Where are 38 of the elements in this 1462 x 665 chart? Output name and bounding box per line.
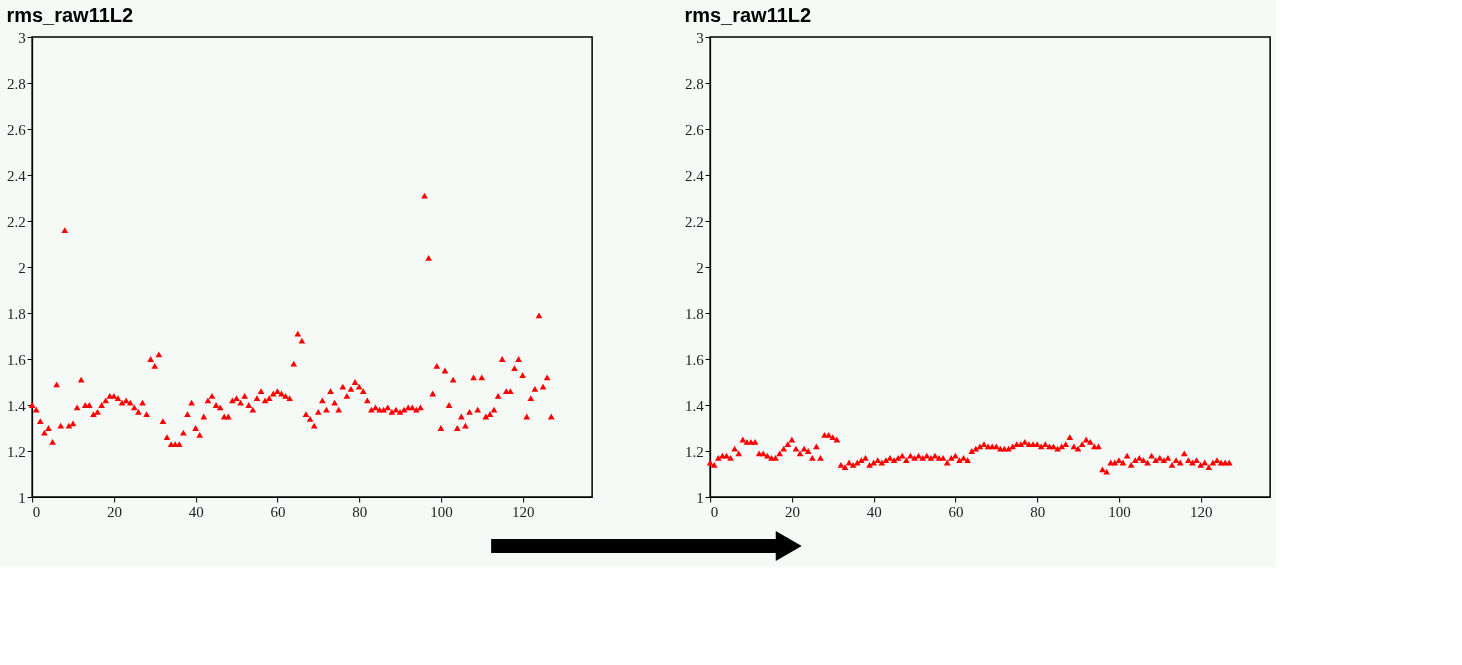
y-tick-label: 1 — [696, 489, 704, 506]
y-tick-label: 1.8 — [684, 305, 704, 322]
y-tick-label: 2.4 — [6, 167, 27, 184]
chart-title: rms_raw11L2 — [6, 4, 134, 26]
y-tick-label: 3 — [18, 29, 26, 46]
y-tick-label: 2 — [696, 259, 704, 276]
x-tick-label: 40 — [188, 503, 204, 520]
x-tick-label: 120 — [511, 503, 535, 520]
x-tick-label: 0 — [710, 503, 719, 520]
y-tick-label: 2.6 — [6, 121, 27, 138]
y-tick-label: 1.4 — [6, 397, 27, 414]
x-tick-label: 80 — [1030, 503, 1046, 520]
y-tick-label: 2.2 — [6, 213, 26, 230]
y-tick-label: 1.6 — [6, 351, 27, 368]
y-tick-label: 2.2 — [684, 213, 704, 230]
y-tick-label: 1.8 — [6, 305, 26, 322]
y-tick-label: 1.6 — [684, 351, 705, 368]
x-tick-label: 120 — [1189, 503, 1213, 520]
x-tick-label: 60 — [270, 503, 286, 520]
x-tick-label: 20 — [784, 503, 800, 520]
y-tick-label: 1 — [18, 489, 26, 506]
y-tick-label: 2.8 — [6, 75, 26, 92]
x-tick-label: 100 — [430, 503, 453, 520]
chart-title: rms_raw11L2 — [684, 4, 812, 26]
y-tick-label: 3 — [696, 29, 704, 46]
x-tick-label: 40 — [866, 503, 882, 520]
y-tick-label: 2.6 — [684, 121, 705, 138]
x-tick-label: 0 — [32, 503, 41, 520]
y-tick-label: 2.4 — [684, 167, 705, 184]
x-tick-label: 80 — [352, 503, 368, 520]
y-tick-label: 1.2 — [6, 443, 26, 460]
x-tick-label: 20 — [106, 503, 122, 520]
y-tick-label: 2 — [18, 259, 26, 276]
y-tick-label: 1.4 — [684, 397, 705, 414]
y-tick-label: 1.2 — [684, 443, 704, 460]
y-tick-label: 2.8 — [684, 75, 704, 92]
x-tick-label: 100 — [1108, 503, 1131, 520]
x-tick-label: 60 — [948, 503, 964, 520]
